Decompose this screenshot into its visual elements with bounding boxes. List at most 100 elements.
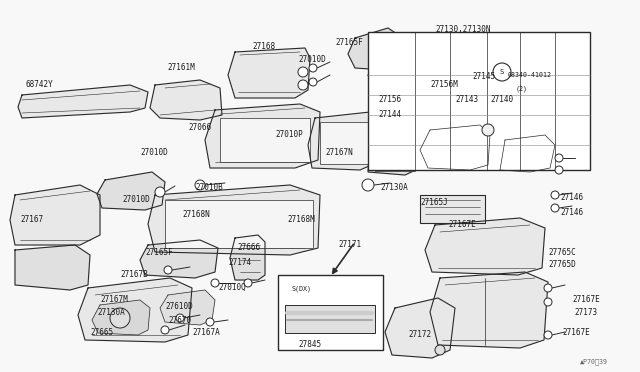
- Text: 27172: 27172: [408, 330, 431, 339]
- Text: 27165F: 27165F: [145, 248, 173, 257]
- Polygon shape: [148, 185, 320, 255]
- Polygon shape: [420, 125, 490, 170]
- Circle shape: [195, 180, 205, 190]
- Text: 27610D: 27610D: [165, 302, 193, 311]
- Bar: [375, 143, 415, 171]
- Text: 27146: 27146: [560, 208, 583, 217]
- Polygon shape: [500, 135, 555, 172]
- Polygon shape: [228, 48, 310, 98]
- Text: 27167: 27167: [20, 215, 43, 224]
- Circle shape: [309, 64, 317, 72]
- Text: 27167E: 27167E: [562, 328, 589, 337]
- Polygon shape: [348, 28, 400, 70]
- Text: ▲P70⁂39: ▲P70⁂39: [580, 358, 608, 365]
- Bar: [420, 195, 485, 223]
- Text: 27066: 27066: [188, 123, 211, 132]
- Text: 27010D: 27010D: [298, 55, 326, 64]
- Circle shape: [544, 331, 552, 339]
- Text: 27168: 27168: [252, 42, 275, 51]
- Text: 27010D: 27010D: [140, 148, 168, 157]
- Text: 27130A: 27130A: [380, 183, 408, 192]
- Text: 08340-41012: 08340-41012: [508, 72, 552, 78]
- Polygon shape: [15, 245, 90, 290]
- Text: 27167E: 27167E: [572, 295, 600, 304]
- Circle shape: [298, 80, 308, 90]
- Bar: [368, 32, 590, 170]
- Text: 27145: 27145: [472, 72, 495, 81]
- Polygon shape: [18, 85, 148, 118]
- Text: (2): (2): [516, 85, 528, 92]
- Polygon shape: [425, 218, 545, 275]
- Bar: [278, 275, 383, 350]
- Circle shape: [244, 279, 252, 287]
- Text: 27174: 27174: [228, 258, 251, 267]
- Circle shape: [555, 154, 563, 162]
- Circle shape: [110, 308, 130, 328]
- Polygon shape: [150, 80, 222, 120]
- Text: 27167E: 27167E: [448, 220, 476, 229]
- Text: 27173: 27173: [574, 308, 597, 317]
- Circle shape: [435, 345, 445, 355]
- Circle shape: [551, 191, 559, 199]
- Circle shape: [544, 298, 552, 306]
- Circle shape: [164, 266, 172, 274]
- Circle shape: [155, 187, 165, 197]
- Circle shape: [551, 204, 559, 212]
- Text: 27666: 27666: [237, 243, 260, 252]
- Polygon shape: [78, 278, 192, 342]
- Circle shape: [176, 314, 184, 322]
- Text: 27010Q: 27010Q: [218, 283, 246, 292]
- Polygon shape: [368, 60, 408, 105]
- Polygon shape: [10, 185, 100, 245]
- Circle shape: [161, 326, 169, 334]
- Polygon shape: [368, 132, 425, 175]
- Text: 27167M: 27167M: [100, 295, 128, 304]
- Polygon shape: [430, 272, 548, 348]
- Text: 27171: 27171: [338, 240, 361, 249]
- Circle shape: [309, 78, 317, 86]
- Text: S: S: [500, 69, 504, 75]
- Text: 27010P: 27010P: [275, 130, 303, 139]
- Text: 68742Y: 68742Y: [25, 80, 52, 89]
- Text: 27010B: 27010B: [195, 183, 223, 192]
- Text: 27168N: 27168N: [182, 210, 210, 219]
- Text: 27143: 27143: [455, 95, 478, 104]
- Circle shape: [493, 63, 511, 81]
- Text: 27161M: 27161M: [167, 63, 195, 72]
- Polygon shape: [140, 240, 218, 278]
- Text: 27156M: 27156M: [430, 80, 458, 89]
- Text: 27146: 27146: [560, 193, 583, 202]
- Polygon shape: [92, 300, 150, 335]
- Text: 27130A: 27130A: [97, 308, 125, 317]
- Text: 27165J: 27165J: [420, 198, 448, 207]
- Text: 27165F: 27165F: [335, 38, 363, 47]
- Circle shape: [362, 179, 374, 191]
- Circle shape: [206, 318, 214, 326]
- Polygon shape: [160, 290, 215, 325]
- Text: 27140: 27140: [490, 95, 513, 104]
- Text: 27167N: 27167N: [325, 148, 353, 157]
- Circle shape: [482, 124, 494, 136]
- Polygon shape: [308, 112, 380, 170]
- Text: 27665: 27665: [90, 328, 113, 337]
- Text: S(DX): S(DX): [292, 285, 312, 292]
- Text: 27845: 27845: [298, 340, 321, 349]
- Polygon shape: [385, 298, 455, 358]
- Polygon shape: [205, 104, 320, 168]
- Text: 27168M: 27168M: [287, 215, 315, 224]
- Text: 27765D: 27765D: [548, 260, 576, 269]
- Bar: [220, 118, 310, 162]
- Text: 27670: 27670: [168, 316, 191, 325]
- Circle shape: [298, 67, 308, 77]
- Text: 27167A: 27167A: [192, 328, 220, 337]
- Circle shape: [211, 279, 219, 287]
- Text: 27144: 27144: [378, 110, 401, 119]
- Text: 27156: 27156: [378, 95, 401, 104]
- Polygon shape: [97, 172, 165, 210]
- Circle shape: [555, 166, 563, 174]
- Polygon shape: [230, 235, 265, 280]
- Text: 27167B: 27167B: [120, 270, 148, 279]
- Text: 27130,27130N: 27130,27130N: [435, 25, 490, 34]
- Text: 27765C: 27765C: [548, 248, 576, 257]
- Circle shape: [544, 284, 552, 292]
